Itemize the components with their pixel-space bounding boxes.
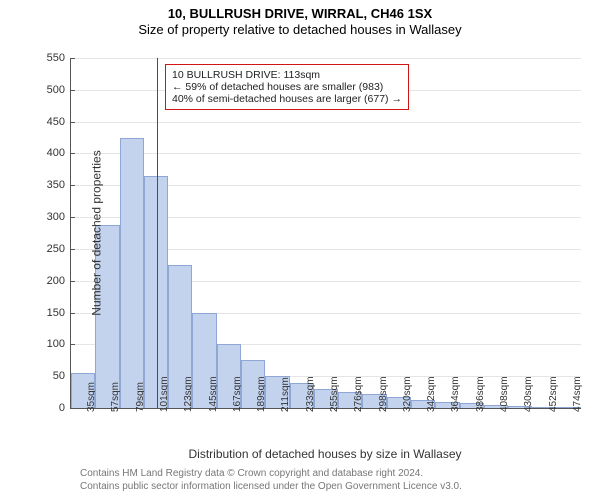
x-tick: 474sqm xyxy=(572,376,583,412)
y-tick: 200 xyxy=(47,275,71,287)
y-tick: 150 xyxy=(47,307,71,319)
annotation-line: ← 59% of detached houses are smaller (98… xyxy=(172,81,402,93)
chart-area: 05010015020025030035040045050055035sqm57… xyxy=(70,58,580,408)
header: 10, BULLRUSH DRIVE, WIRRAL, CH46 1SX Siz… xyxy=(0,0,600,39)
y-tick: 300 xyxy=(47,211,71,223)
y-tick: 250 xyxy=(47,243,71,255)
annotation-line: 10 BULLRUSH DRIVE: 113sqm xyxy=(172,69,402,81)
gridline xyxy=(71,153,581,154)
y-tick: 400 xyxy=(47,147,71,159)
footer-line2: Contains public sector information licen… xyxy=(80,481,462,494)
footer: Contains HM Land Registry data © Crown c… xyxy=(80,468,462,493)
address-title: 10, BULLRUSH DRIVE, WIRRAL, CH46 1SX xyxy=(0,6,600,22)
plot-area: 05010015020025030035040045050055035sqm57… xyxy=(70,58,581,409)
y-tick: 100 xyxy=(47,338,71,350)
y-axis-label: Number of detached properties xyxy=(90,150,104,315)
marker-line xyxy=(157,58,158,408)
annotation-box: 10 BULLRUSH DRIVE: 113sqm← 59% of detach… xyxy=(165,64,409,110)
gridline xyxy=(71,122,581,123)
y-tick: 450 xyxy=(47,116,71,128)
y-tick: 0 xyxy=(59,402,71,414)
y-tick: 550 xyxy=(47,52,71,64)
footer-line1: Contains HM Land Registry data © Crown c… xyxy=(80,468,462,481)
y-tick: 350 xyxy=(47,179,71,191)
bar xyxy=(144,176,168,408)
x-axis-label: Distribution of detached houses by size … xyxy=(70,447,580,461)
gridline xyxy=(71,58,581,59)
y-tick: 50 xyxy=(53,370,71,382)
annotation-line: 40% of semi-detached houses are larger (… xyxy=(172,93,402,105)
subtitle: Size of property relative to detached ho… xyxy=(0,22,600,38)
y-tick: 500 xyxy=(47,84,71,96)
bar xyxy=(120,138,144,408)
